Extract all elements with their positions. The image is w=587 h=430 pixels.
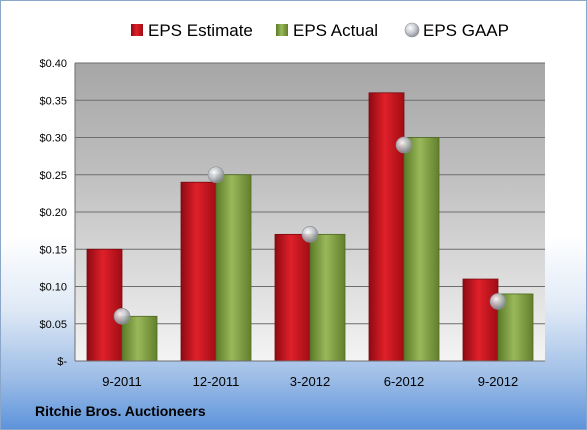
bar-eps-actual (121, 315, 158, 362)
y-tick-label: $0.05 (39, 319, 67, 331)
legend-label-eps-estimate: EPS Estimate (148, 21, 253, 40)
x-tick-label: 9-2011 (102, 374, 142, 389)
y-tick-label: $0.35 (39, 95, 67, 107)
legend: EPS Estimate EPS Actual EPS GAAP (131, 21, 509, 40)
y-tick-label: $0.20 (39, 207, 67, 219)
bars (86, 92, 534, 362)
legend-swatch-eps-gaap (404, 22, 420, 38)
legend-label-eps-gaap: EPS GAAP (423, 21, 509, 40)
x-tick-label: 3-2012 (290, 374, 330, 389)
y-tick-label: $0.25 (39, 170, 67, 182)
bar-eps-estimate (274, 233, 311, 362)
bar-eps-estimate (86, 248, 123, 362)
y-tick-label: $0.40 (39, 58, 67, 70)
bar-eps-estimate (368, 92, 405, 362)
legend-swatch-eps-estimate (131, 24, 143, 36)
x-axis: 9-2011 12-2011 3-2012 6-2012 9-2012 (75, 360, 545, 389)
bar-eps-actual (309, 233, 346, 362)
marker-eps-gaap (395, 136, 413, 154)
y-axis: $- $0.05 $0.10 $0.15 $0.20 $0.25 $0.30 $0.35 $0.… (39, 58, 76, 368)
legend-label-eps-actual: EPS Actual (293, 21, 378, 40)
legend-swatch-eps-actual (276, 24, 288, 36)
bar-eps-actual (403, 137, 440, 362)
y-tick-label: $0.15 (39, 244, 67, 256)
bar-eps-estimate (462, 278, 499, 362)
bar-eps-estimate (180, 181, 217, 362)
y-tick-label: $0.30 (39, 133, 67, 145)
y-tick-label: $- (57, 356, 67, 368)
marker-eps-gaap (207, 166, 225, 184)
marker-eps-gaap (301, 226, 319, 243)
y-tick-label: $0.10 (39, 282, 67, 294)
x-tick-label: 9-2012 (478, 374, 518, 389)
bar-eps-actual (215, 174, 252, 362)
x-tick-label: 6-2012 (384, 374, 424, 389)
marker-eps-gaap (489, 293, 507, 310)
company-name: Ritchie Bros. Auctioneers (35, 403, 206, 419)
marker-eps-gaap (113, 307, 131, 325)
gaap-markers (113, 136, 507, 325)
x-tick-label: 12-2011 (193, 374, 240, 389)
